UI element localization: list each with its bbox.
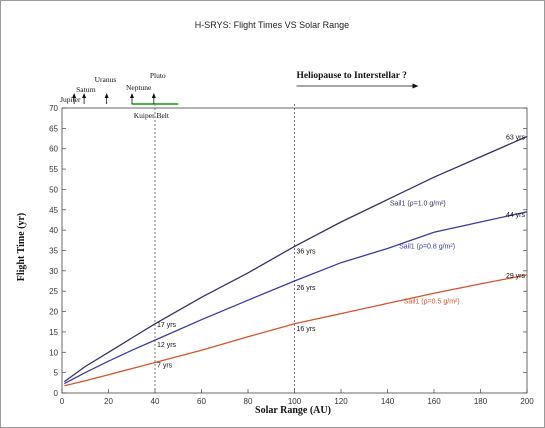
planet-arrow-icon — [129, 93, 134, 98]
planet-label: Neptune — [126, 83, 152, 92]
planet-arrow-icon — [104, 93, 109, 98]
x-tick-label: 140 — [381, 397, 395, 406]
y-tick-label: 20 — [49, 308, 58, 317]
planet-label: Jupiter — [60, 95, 81, 104]
y-tick-label: 25 — [49, 287, 58, 296]
x-tick-label: 200 — [520, 397, 534, 406]
planet-arrow-icon — [82, 93, 87, 98]
y-tick-label: 40 — [49, 226, 58, 235]
y-tick-label: 5 — [54, 369, 59, 378]
chart-axes: 0 5 10 15 20 25 30 35 40 45 50 55 60 65 70 0 20 40 60 80 100… — [49, 104, 534, 406]
chart-title: H-SRYS: Flight Times VS Solar Range — [195, 20, 349, 30]
y-tick-label: 45 — [49, 206, 58, 215]
x-tick-label: 160 — [427, 397, 441, 406]
y-tick-label: 35 — [49, 247, 58, 256]
planet-label: Uranus — [95, 75, 117, 84]
series-line-2 — [63, 211, 528, 385]
y-axis-title: Flight Time (yr) — [16, 213, 27, 282]
planet-arrow-icon — [72, 93, 77, 98]
plot-area: Sail1 (ρ=1.0 g/m²) Sail1 (ρ=0.8 g/m²) Sail… — [63, 104, 528, 393]
heliopause-arrow-icon — [412, 83, 419, 89]
planet-arrow-icon — [151, 93, 156, 98]
y-tick-label: 70 — [49, 104, 58, 113]
series-line-1 — [63, 135, 528, 383]
data-label: 16 yrs — [297, 326, 317, 333]
y-tick-label: 0 — [54, 389, 59, 398]
series-label-1: Sail1 (ρ=1.0 g/m²) — [390, 201, 446, 208]
planet-label: Pluto — [150, 71, 166, 80]
data-label: 44 yrs — [506, 212, 526, 219]
x-tick-label: 80 — [244, 397, 253, 406]
y-tick-label: 50 — [49, 185, 58, 194]
y-tick-label: 65 — [49, 124, 58, 133]
x-axis-title: Solar Range (AU) — [255, 405, 331, 416]
y-tick-label: 55 — [49, 165, 58, 174]
data-label: 17 yrs — [157, 322, 177, 329]
y-tick-label: 10 — [49, 348, 58, 357]
data-label: 12 yrs — [157, 342, 177, 349]
x-tick-label: 120 — [334, 397, 348, 406]
y-tick-label: 15 — [49, 328, 58, 337]
data-label: 29 yrs — [506, 273, 526, 280]
kuiper-belt-label: Kuiper Belt — [134, 111, 170, 120]
series-line-3 — [64, 274, 528, 387]
x-tick-label: 60 — [197, 397, 206, 406]
x-tick-label: 180 — [474, 397, 488, 406]
x-tick-label: 0 — [60, 397, 65, 406]
data-label: 26 yrs — [297, 285, 317, 292]
data-label: 7 yrs — [157, 363, 173, 370]
x-tick-label: 40 — [151, 397, 160, 406]
x-tick-label: 20 — [104, 397, 113, 406]
series-label-3: Sail1 (ρ=0.5 g/m²) — [404, 298, 460, 305]
planet-label: Saturn — [76, 85, 96, 94]
y-tick-label: 30 — [49, 267, 58, 276]
heliopause-label: Heliopause to Interstellar ? — [297, 71, 408, 81]
data-label: 36 yrs — [297, 249, 317, 256]
data-label: 63 yrs — [506, 135, 526, 142]
x-tick-label: 100 — [288, 397, 302, 406]
y-tick-label: 60 — [49, 145, 58, 154]
series-label-2: Sail1 (ρ=0.8 g/m²) — [399, 243, 455, 250]
